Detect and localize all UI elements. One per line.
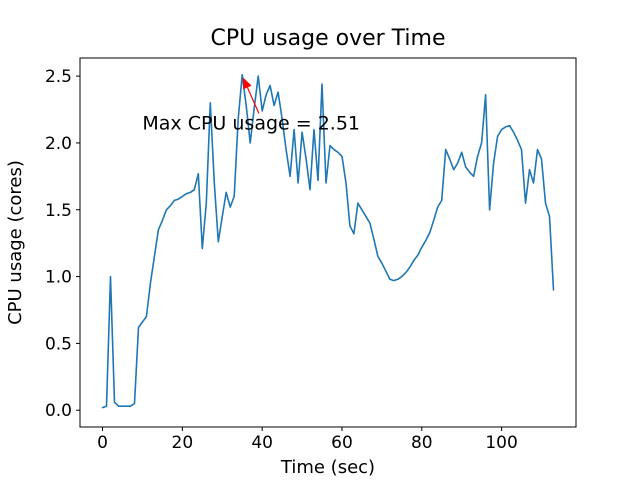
x-axis-label: Time (sec) xyxy=(280,457,375,478)
plot-area: 0 20 40 60 80 100 0.0 0.5 1.0 1.5 2.0 2.5 xyxy=(45,57,577,453)
y-tick-label: 0.0 xyxy=(45,401,72,421)
y-tick-label: 0.5 xyxy=(45,334,72,354)
max-cpu-annotation: Max CPU usage = 2.51 xyxy=(142,113,360,135)
x-tick-label: 60 xyxy=(331,433,353,453)
chart-title: CPU usage over Time xyxy=(211,26,446,51)
x-tick-label: 40 xyxy=(251,433,273,453)
cpu-usage-series-line xyxy=(101,74,555,409)
axes-spines xyxy=(79,57,577,428)
y-tick-label: 1.0 xyxy=(45,268,72,288)
y-tick-label: 1.5 xyxy=(45,201,72,221)
y-tick-label: 2.5 xyxy=(45,67,72,87)
x-tick-label: 20 xyxy=(172,433,194,453)
y-tick-label: 2.0 xyxy=(45,134,72,154)
x-tick-label: 0 xyxy=(97,433,108,453)
x-tick-label: 80 xyxy=(411,433,433,453)
x-tick-label: 100 xyxy=(485,433,517,453)
annotation-arrow-shaft xyxy=(246,87,260,114)
annotation-arrow-head xyxy=(243,77,252,90)
y-axis-label: CPU usage (cores) xyxy=(5,160,26,325)
